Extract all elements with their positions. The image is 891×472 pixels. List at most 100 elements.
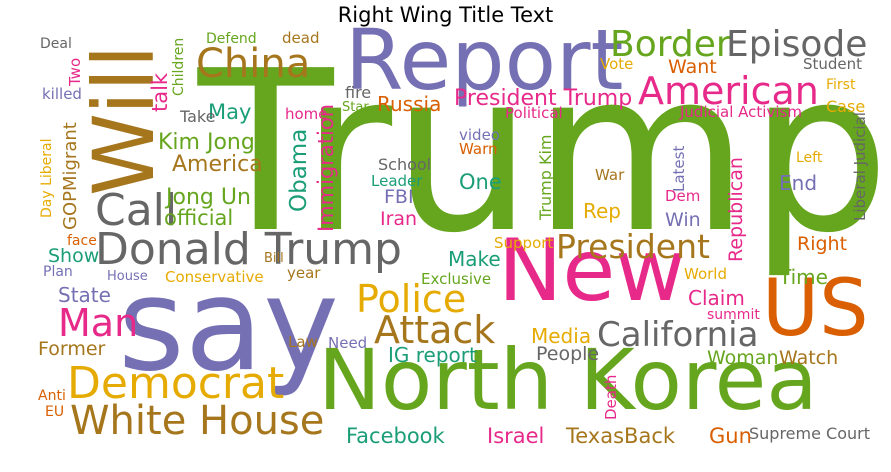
word-may: May (208, 100, 252, 124)
word-political: Political (505, 104, 563, 122)
word-killed: killed (42, 85, 82, 103)
word-win: Win (665, 209, 701, 231)
word-say: say (118, 251, 339, 400)
word-take: Take (180, 107, 216, 126)
word-one: One (459, 170, 502, 194)
word-america: America (172, 152, 263, 177)
word-warn: Warn (459, 140, 498, 158)
word-woman: Woman (707, 347, 779, 369)
word-iran: Iran (380, 208, 418, 230)
word-two: Two (66, 57, 84, 86)
word-law: Law (288, 333, 318, 351)
word-star: Star (342, 100, 369, 115)
word-democrat: Democrat (67, 358, 285, 409)
word-case: Case (826, 97, 866, 116)
word-attack: Attack (374, 308, 496, 352)
word-us: US (762, 264, 869, 354)
word-talk: talk (148, 72, 172, 112)
word-facebook: Facebook (346, 424, 445, 448)
word-day-liberal: Day Liberal (39, 138, 55, 218)
word-trump: Trump (197, 24, 890, 282)
word-call: Call (95, 185, 178, 236)
word-republican: Republican (725, 157, 747, 262)
word-summit: summit (707, 307, 760, 323)
word-death: Death (602, 374, 620, 420)
word-liberal-judicial: Liberal Judicial (851, 112, 869, 221)
word-war: War (595, 166, 625, 184)
word-people: People (536, 343, 600, 365)
word-dead: dead (282, 29, 320, 47)
word-left: Left (796, 150, 823, 166)
word-time: Time (779, 265, 828, 289)
word-student: Student (803, 55, 863, 73)
word-fire: fire (345, 83, 372, 102)
word-latest: Latest (670, 145, 688, 192)
word-make: Make (448, 247, 501, 271)
word-judicial-activism: Judicial Activism (680, 103, 802, 121)
word-want: Want (668, 56, 717, 78)
word-ig-report: IG report (388, 343, 477, 367)
word-israel: Israel (487, 424, 545, 448)
figure-title: Right Wing Title Text (337, 3, 554, 27)
word-rep: Rep (583, 199, 621, 223)
word-kim-jong: Kim Jong (158, 130, 255, 155)
word-russia: Russia (377, 92, 442, 116)
word-need: Need (328, 334, 368, 352)
word-show: Show (48, 245, 100, 267)
word-vote: Vote (600, 55, 634, 73)
word-end: End (779, 171, 818, 195)
word-gun: Gun (709, 424, 752, 448)
word-deal: Deal (40, 36, 72, 52)
word-eu: EU (45, 404, 65, 420)
word-bill: Bill (264, 251, 284, 266)
word-world: World (684, 265, 727, 283)
word-president-trump: President Trump (454, 86, 633, 111)
word-former: Former (38, 338, 106, 360)
word-obama: Obama (286, 128, 312, 212)
word-plan: Plan (43, 264, 73, 280)
word-man: Man (58, 301, 139, 345)
word-children: Children (171, 37, 187, 96)
word-new: New (498, 221, 686, 321)
word-right: Right (797, 233, 848, 255)
word-first: First (826, 77, 856, 93)
word-video: video (459, 126, 500, 144)
word-jong-un: Jong Un (166, 185, 251, 210)
word-face: face (67, 233, 97, 249)
word-media: Media (531, 324, 592, 348)
word-president: President (556, 227, 710, 266)
word-north-korea: North Korea (318, 331, 818, 429)
word-donald-trump: Donald Trump (95, 224, 402, 275)
word-official: official (164, 206, 234, 230)
word-american: American (638, 69, 819, 113)
word-watch: Watch (779, 347, 839, 369)
word-supreme-court: Supreme Court (749, 424, 870, 443)
word-china: China (196, 41, 311, 87)
word-school: School (378, 155, 432, 174)
word-support: Support (494, 234, 554, 252)
word-episode: Episode (726, 24, 868, 65)
word-house: House (107, 269, 148, 284)
word-texasback: TexasBack (566, 424, 676, 448)
word-leader: Leader (371, 172, 423, 190)
word-state: State (58, 283, 111, 307)
word-claim: Claim (688, 286, 745, 310)
word-home: home (285, 105, 328, 123)
word-fbi: FBI (384, 186, 414, 208)
word-exclusive: Exclusive (421, 270, 492, 288)
word-year: year (287, 264, 321, 282)
word-gopmigrant: GOPMigrant (60, 122, 81, 230)
word-dem: Dem (665, 187, 701, 205)
word-border: Border (610, 24, 731, 65)
word-report: Report (345, 11, 624, 109)
word-trump-kim: Trump Kim (536, 134, 555, 221)
word-california: California (597, 315, 759, 355)
word-anti: Anti (38, 388, 66, 404)
word-police: Police (356, 277, 467, 321)
word-conservative: Conservative (165, 268, 264, 286)
word-white-house: White House (70, 398, 325, 444)
word-defend: Defend (206, 31, 257, 47)
word-will: Will (75, 44, 173, 196)
